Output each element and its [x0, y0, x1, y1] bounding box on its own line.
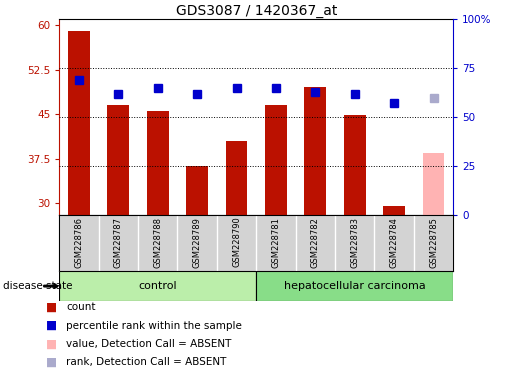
Text: percentile rank within the sample: percentile rank within the sample [66, 321, 242, 331]
Text: control: control [139, 281, 177, 291]
Text: GSM228788: GSM228788 [153, 217, 162, 268]
Bar [344, 115, 366, 215]
Text: rank, Detection Call = ABSENT: rank, Detection Call = ABSENT [66, 358, 226, 367]
Text: ■: ■ [46, 338, 58, 351]
Text: GSM228783: GSM228783 [350, 217, 359, 268]
Text: GSM228782: GSM228782 [311, 217, 320, 268]
Bar [147, 111, 168, 215]
Bar [304, 88, 326, 215]
Text: GSM228787: GSM228787 [114, 217, 123, 268]
Bar [383, 206, 405, 215]
Text: GSM228789: GSM228789 [193, 217, 201, 268]
Text: GSM228785: GSM228785 [429, 217, 438, 268]
Text: GSM228781: GSM228781 [271, 217, 280, 268]
Text: GSM228790: GSM228790 [232, 217, 241, 268]
Text: value, Detection Call = ABSENT: value, Detection Call = ABSENT [66, 339, 231, 349]
Text: ■: ■ [46, 319, 58, 332]
Text: count: count [66, 302, 95, 312]
Title: GDS3087 / 1420367_at: GDS3087 / 1420367_at [176, 4, 337, 18]
Text: disease state: disease state [3, 281, 72, 291]
FancyBboxPatch shape [59, 271, 256, 301]
FancyBboxPatch shape [256, 271, 453, 301]
Bar [68, 31, 90, 215]
Bar [186, 166, 208, 215]
Bar [423, 153, 444, 215]
Text: GSM228784: GSM228784 [390, 217, 399, 268]
Text: ■: ■ [46, 301, 58, 314]
Bar [265, 105, 287, 215]
Text: hepatocellular carcinoma: hepatocellular carcinoma [284, 281, 425, 291]
Bar [226, 141, 247, 215]
Bar [108, 105, 129, 215]
Text: GSM228786: GSM228786 [75, 217, 83, 268]
Text: ■: ■ [46, 356, 58, 369]
